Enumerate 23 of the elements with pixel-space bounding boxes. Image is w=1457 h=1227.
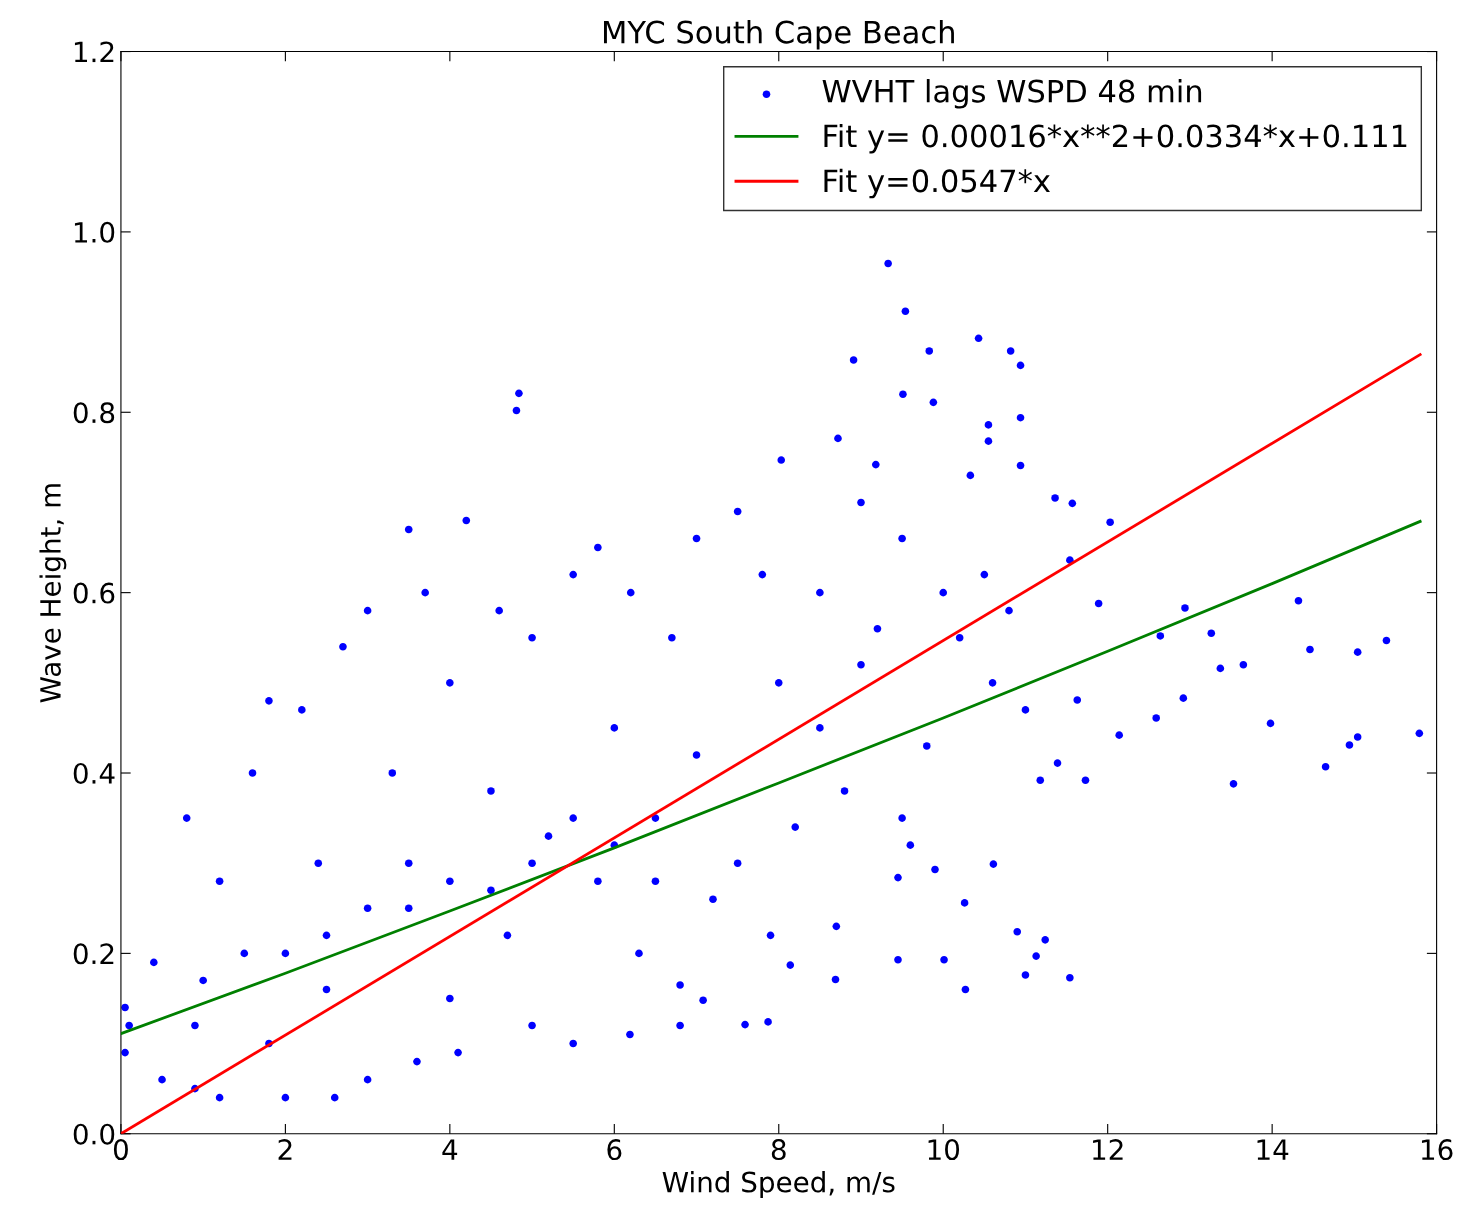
x-tick-label: 14 <box>1257 1139 1289 1160</box>
y-tick-label: 0.0 <box>73 1123 115 1145</box>
chart-title: MYC South Cape Beach <box>604 19 954 50</box>
line-series <box>120 520 1422 1036</box>
x-tick-label: 4 <box>442 1139 458 1160</box>
y-tick-label: 1.0 <box>74 221 115 243</box>
x-tick-label: 2 <box>278 1139 292 1160</box>
legend-label: Fit y=0.0547*x <box>824 168 1050 199</box>
y-tick-label: 1.2 <box>74 41 114 63</box>
x-axis-title: Wind Speed, m/s <box>662 1171 895 1198</box>
y-tick-label: 0.6 <box>73 582 115 604</box>
x-tick-label: 0 <box>113 1139 128 1161</box>
y-tick-label: 0.2 <box>73 943 114 965</box>
x-tick-label: 8 <box>771 1139 786 1161</box>
x-tick-label: 12 <box>1093 1139 1123 1160</box>
legend-label: Fit y= 0.00016*x**2+0.0334*x+0.111 <box>824 123 1407 154</box>
x-tick-label: 16 <box>1421 1139 1453 1161</box>
x-tick-label: 10 <box>928 1139 960 1161</box>
y-tick-label: 0.4 <box>73 762 115 784</box>
legend-label: WVHT lags WSPD 48 min <box>822 79 1202 109</box>
y-tick-label: 0.8 <box>73 402 115 424</box>
x-tick-label: 6 <box>607 1139 622 1161</box>
y-axis-title: Wave Height, m <box>39 484 67 703</box>
